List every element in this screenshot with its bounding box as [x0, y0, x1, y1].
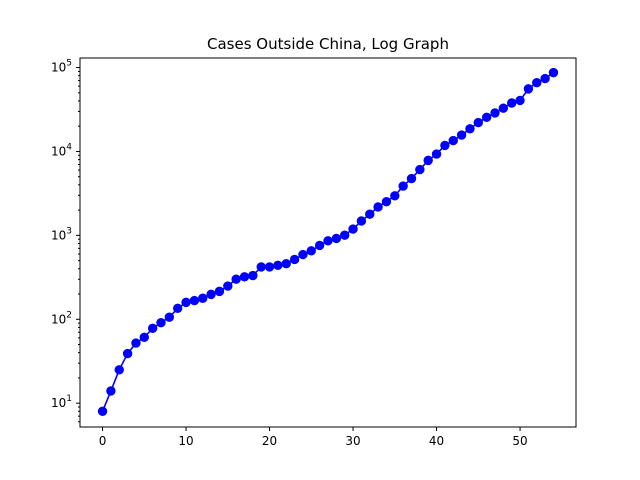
data-point — [448, 135, 458, 146]
x-tick-label: 40 — [429, 434, 444, 448]
data-point — [323, 236, 333, 246]
data-point — [406, 173, 417, 184]
data-point — [523, 84, 534, 94]
y-tick-label: 101 — [51, 394, 72, 410]
data-point — [239, 272, 250, 282]
data-point — [481, 112, 492, 123]
y-axis: 101 102 103 104 105 — [51, 59, 80, 423]
y-tick-label: 103 — [51, 226, 72, 242]
data-point — [540, 73, 550, 84]
data-point — [139, 332, 149, 342]
data-point — [381, 196, 392, 207]
x-tick-label: 10 — [178, 434, 193, 448]
data-point — [97, 406, 108, 417]
axes-frame — [79, 57, 577, 428]
data-point — [515, 95, 525, 106]
data-point — [298, 249, 308, 260]
y-tick-label: 102 — [51, 310, 72, 326]
data-point — [440, 140, 450, 151]
data-point — [206, 289, 216, 300]
chart-title: Cases Outside China, Log Graph — [207, 35, 449, 53]
data-point — [281, 258, 291, 269]
data-point — [340, 230, 350, 240]
data-point — [465, 124, 475, 134]
data-point — [314, 240, 325, 251]
data-point — [348, 224, 358, 234]
data-point — [198, 293, 208, 303]
data-point — [122, 348, 133, 359]
data-point — [507, 98, 517, 108]
data-point — [273, 260, 283, 270]
data-point — [147, 323, 158, 334]
data-point — [456, 130, 467, 140]
data-point — [365, 209, 375, 219]
data-point — [473, 117, 484, 128]
data-point — [415, 164, 425, 175]
data-point — [214, 286, 225, 297]
data-point — [256, 262, 266, 272]
data-point — [114, 365, 124, 375]
data-point — [172, 303, 183, 314]
data-point — [131, 338, 141, 348]
x-tick-label: 50 — [512, 434, 527, 448]
y-tick-label: 104 — [51, 142, 72, 158]
data-point — [248, 270, 258, 281]
plot-area — [97, 67, 559, 417]
data-point — [331, 233, 342, 244]
data-point — [156, 318, 166, 328]
data-point — [356, 216, 367, 226]
data-point — [398, 181, 408, 191]
data-point — [306, 246, 316, 256]
data-point — [498, 103, 509, 113]
data-point — [164, 312, 175, 322]
data-point — [532, 78, 542, 88]
data-point — [264, 262, 275, 272]
data-point — [189, 295, 200, 306]
data-point — [181, 297, 191, 308]
x-tick-label: 0 — [99, 434, 107, 448]
data-point — [231, 274, 241, 284]
x-tick-label: 20 — [262, 434, 277, 448]
x-axis: 0 10 20 30 40 50 — [99, 427, 528, 448]
data-point — [548, 67, 559, 78]
data-point — [390, 191, 400, 201]
y-tick-label: 105 — [51, 59, 72, 75]
data-point — [423, 155, 433, 166]
data-point — [106, 386, 116, 396]
x-tick-label: 30 — [345, 434, 360, 448]
data-point — [490, 108, 500, 118]
data-point — [223, 281, 233, 291]
data-point — [373, 202, 383, 212]
data-point — [431, 149, 442, 159]
data-point — [289, 254, 300, 265]
